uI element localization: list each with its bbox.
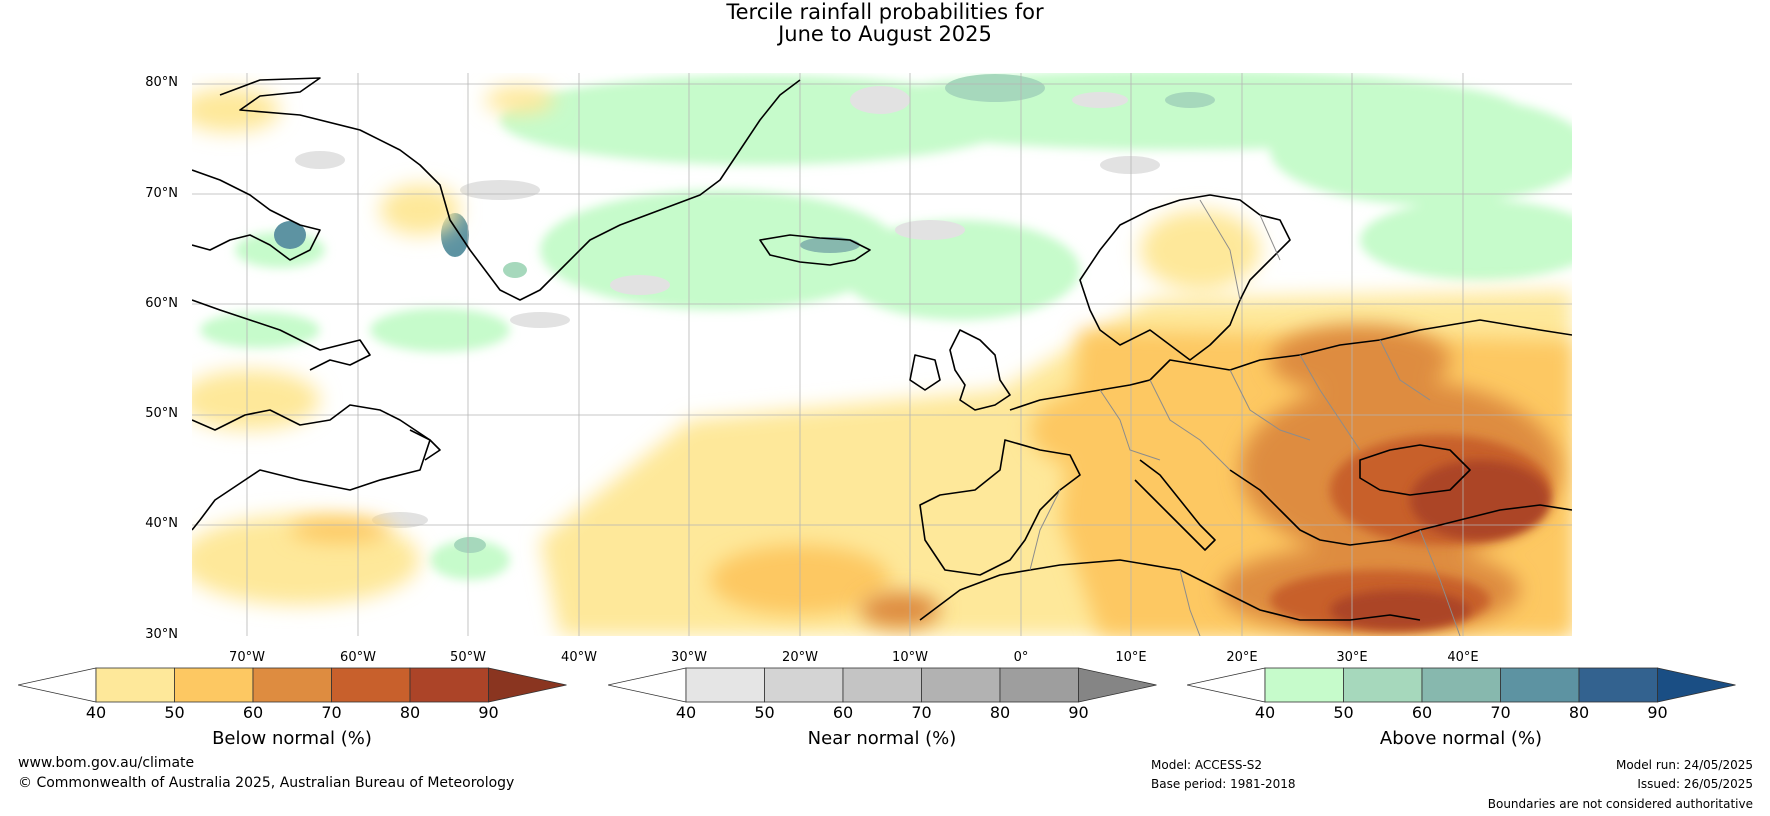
colorbar-segment	[842, 667, 922, 703]
above-normal-strong	[274, 74, 1215, 553]
colorbar-near-normal	[608, 667, 1157, 703]
colorbar-tick-label: 60	[1411, 703, 1433, 722]
footer-model-run: Model run: 24/05/2025	[1615, 758, 1753, 772]
footer-website: www.bom.gov.au/climate	[18, 755, 195, 771]
colorbar-tick-label: 70	[1490, 703, 1511, 722]
lat-label-60n: 60°N	[145, 296, 178, 311]
colorbar-tick-label: 80	[989, 703, 1011, 722]
lon-label-50w: 50°W	[450, 650, 486, 665]
colorbar-tick-label: 40	[85, 703, 107, 722]
footer-copyright: © Commonwealth of Australia 2025, Austra…	[18, 775, 515, 791]
colorbar-tick-label: 90	[478, 703, 499, 722]
lon-label-0: 0°	[1013, 650, 1029, 665]
colorbar-segment	[95, 667, 175, 703]
footer-disclaimer: Boundaries are not considered authoritat…	[1487, 797, 1753, 811]
footer-issued: Issued: 26/05/2025	[1637, 777, 1753, 791]
colorbar-tick-label: 50	[164, 703, 185, 722]
colorbar-segment	[1578, 667, 1658, 703]
colorbar-title-above-normal: Above normal (%)	[1379, 728, 1543, 749]
colorbar-above-normal	[1187, 667, 1736, 703]
colorbar-segment	[685, 667, 765, 703]
colorbar-high-extension	[1657, 667, 1736, 703]
colorbar-tick-label: 70	[911, 703, 932, 722]
lat-label-50n: 50°N	[145, 406, 178, 421]
footer-base-period: Base period: 1981-2018	[1151, 777, 1296, 791]
colorbar-segment	[999, 667, 1079, 703]
colorbar-high-extension	[1078, 667, 1157, 703]
colorbar-low-extension	[608, 667, 687, 703]
colorbar-tick-label: 70	[321, 703, 342, 722]
colorbar-segment	[921, 667, 1001, 703]
colorbar-segment	[409, 667, 489, 703]
lon-label-70w: 70°W	[229, 650, 265, 665]
lon-label-30w: 30°W	[671, 650, 707, 665]
near-normal-regions	[295, 86, 1160, 608]
colorbar-title-near-normal: Near normal (%)	[807, 728, 957, 749]
colorbar-title-below-normal: Below normal (%)	[212, 728, 372, 749]
lat-label-30n: 30°N	[145, 627, 178, 642]
footer-model: Model: ACCESS-S2	[1151, 758, 1263, 772]
lat-label-40n: 40°N	[145, 516, 178, 531]
colorbar-tick-label: 50	[1333, 703, 1354, 722]
lon-label-60w: 60°W	[340, 650, 376, 665]
colorbar-tick-label: 60	[242, 703, 264, 722]
map-title-line2: June to August 2025	[778, 22, 992, 46]
colorbar-segment	[331, 667, 411, 703]
colorbar-tick-label: 40	[1254, 703, 1276, 722]
colorbar-tick-label: 80	[1568, 703, 1590, 722]
lon-label-20w: 20°W	[782, 650, 818, 665]
colorbar-tick-label: 80	[399, 703, 421, 722]
lon-label-10w: 10°W	[892, 650, 928, 665]
lat-label-80n: 80°N	[145, 75, 178, 90]
colorbar-high-extension	[488, 667, 567, 703]
lon-label-20e: 20°E	[1226, 650, 1258, 665]
lon-label-40w: 40°W	[561, 650, 597, 665]
colorbar-segment	[174, 667, 254, 703]
colorbar-segment	[764, 667, 844, 703]
colorbar-low-extension	[18, 667, 97, 703]
lat-label-70n: 70°N	[145, 186, 178, 201]
colorbar-segment	[1421, 667, 1501, 703]
colorbar-segment	[1264, 667, 1344, 703]
colorbar-tick-label: 90	[1647, 703, 1668, 722]
map-title-line1: Tercile rainfall probabilities for	[726, 0, 1044, 24]
colorbar-below-normal	[18, 667, 567, 703]
colorbar-segment	[1343, 667, 1423, 703]
lon-label-40e: 40°E	[1447, 650, 1479, 665]
colorbar-tick-label: 40	[675, 703, 697, 722]
colorbar-segment	[1500, 667, 1580, 703]
colorbar-low-extension	[1187, 667, 1266, 703]
colorbar-tick-label: 90	[1068, 703, 1089, 722]
graticule	[192, 73, 1572, 636]
colorbar-segment	[252, 667, 332, 703]
colorbar-tick-label: 60	[832, 703, 854, 722]
country-borders	[1029, 199, 1461, 636]
lon-label-30e: 30°E	[1336, 650, 1368, 665]
lon-label-10e: 10°E	[1115, 650, 1147, 665]
colorbar-tick-label: 50	[754, 703, 775, 722]
below-normal-extreme	[1330, 460, 1550, 630]
